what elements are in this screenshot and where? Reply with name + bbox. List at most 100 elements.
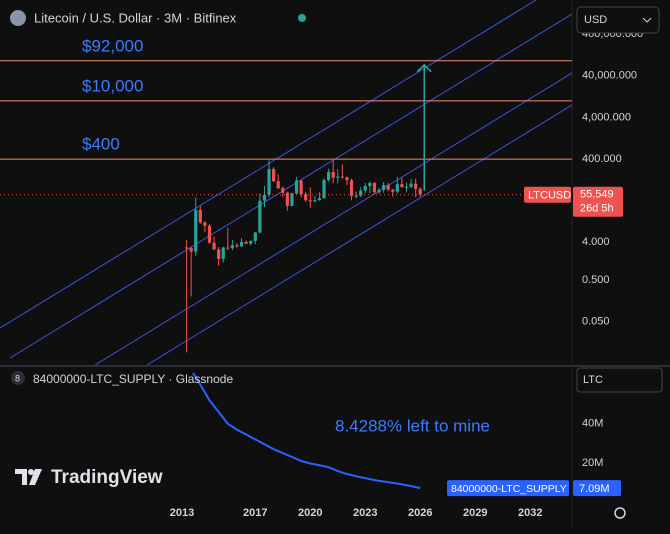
symbol-tag [524, 186, 571, 203]
logo-mark [29, 469, 42, 485]
level-label: $400 [82, 135, 120, 154]
candle-body [409, 183, 413, 187]
candle-body [212, 242, 216, 250]
candle-body [331, 172, 335, 178]
dropdown-caret [642, 17, 652, 23]
candle-body [203, 222, 207, 226]
candle-body [359, 190, 363, 196]
candle-body [349, 180, 354, 196]
channel-line [146, 104, 572, 365]
indicator-pane [192, 372, 421, 490]
overlay: 0.0500.5004.00040.000400.0004,000.00040,… [170, 28, 643, 519]
candle-body [345, 177, 349, 181]
candle-body [184, 247, 189, 249]
candle-body [381, 185, 386, 190]
candle-body [340, 176, 344, 178]
x-tick-label: 2017 [243, 507, 267, 519]
series-name-tag [447, 480, 569, 497]
candle-body [404, 186, 409, 188]
candle-body [281, 188, 285, 193]
brand: TradingView [51, 467, 163, 488]
candle-body [386, 185, 390, 190]
candle-body [285, 192, 289, 206]
candle-body [317, 198, 322, 201]
candle-body [221, 247, 225, 259]
x-tick-label: 2023 [353, 507, 377, 519]
indicator-title: 84000000-LTC_SUPPLY · Glassnode [33, 372, 233, 386]
channel-line [9, 13, 572, 359]
candle-body [400, 184, 404, 188]
candle-body [244, 241, 248, 244]
x-tick-label: 2020 [298, 507, 322, 519]
candle-body [354, 195, 358, 197]
price-tag-text: 55.549 [580, 189, 614, 201]
candle-body [189, 248, 193, 252]
y-tick-label: 40M [582, 418, 603, 430]
candle-body [418, 188, 422, 195]
candle-body [253, 232, 257, 241]
candle-body [267, 169, 271, 195]
candle-body [217, 249, 221, 259]
channel [0, 0, 572, 365]
logo: TradingView [15, 467, 163, 488]
series-line [192, 372, 421, 490]
countdown: 26d 5h [580, 203, 614, 215]
candle-body [299, 180, 303, 195]
symbol-tag-text: LTCUSD [528, 190, 571, 202]
candle-body [336, 176, 340, 178]
currency: USD [584, 14, 607, 26]
currency-select[interactable] [576, 6, 660, 34]
candle-body [294, 180, 299, 194]
level-label: $92,000 [82, 36, 143, 55]
x-tick-label: 2032 [518, 507, 542, 519]
candle-body [308, 200, 312, 202]
candle-body [194, 209, 198, 252]
unit-box[interactable] [576, 367, 663, 393]
y-tick-label: 0.500 [582, 274, 610, 286]
candle-body [258, 200, 262, 233]
candle-body [198, 209, 202, 223]
annotation: 8.4288% left to mine [335, 416, 490, 435]
x-tick-label: 2029 [463, 507, 487, 519]
candle-body [207, 225, 212, 243]
chart-title: Litecoin / U.S. Dollar · 3M · Bitfinex [34, 10, 237, 25]
price-tag [573, 186, 623, 217]
candle-body [235, 245, 239, 247]
candle-body [391, 189, 395, 192]
candle-body [327, 172, 331, 181]
y-tick-label: 20M [582, 457, 603, 469]
target-arrowhead [416, 63, 432, 73]
indicator-badge [11, 371, 25, 385]
unit: LTC [583, 374, 603, 386]
market-status [298, 14, 306, 22]
logo-mark [28, 469, 34, 475]
candle-body [395, 184, 399, 192]
candle-body [304, 194, 308, 201]
candle-body [276, 181, 280, 189]
candle-body [368, 183, 372, 187]
level-label: $10,000 [82, 76, 143, 95]
logo-mark [15, 469, 27, 485]
candle-body [230, 245, 234, 249]
x-tick-label: 2013 [170, 507, 194, 519]
symbol-icon [10, 10, 26, 26]
candle-body [290, 193, 294, 206]
channel-line [94, 72, 572, 365]
y-tick-label: 4.000 [582, 236, 610, 248]
candle-body [249, 240, 253, 244]
candle-body [363, 186, 367, 191]
settings-icon[interactable] [614, 507, 626, 519]
candle-body [272, 169, 276, 182]
candle-body [239, 241, 244, 247]
value-tag [573, 480, 621, 497]
candle-body [372, 183, 377, 193]
candle-body [377, 189, 381, 193]
y-tick-label: 400.000 [582, 153, 622, 165]
x-tick-label: 2026 [408, 507, 432, 519]
indicator-badge-text: 8 [15, 373, 20, 383]
series-name: 84000000-LTC_SUPPLY [451, 483, 567, 495]
candle-body [414, 183, 418, 189]
